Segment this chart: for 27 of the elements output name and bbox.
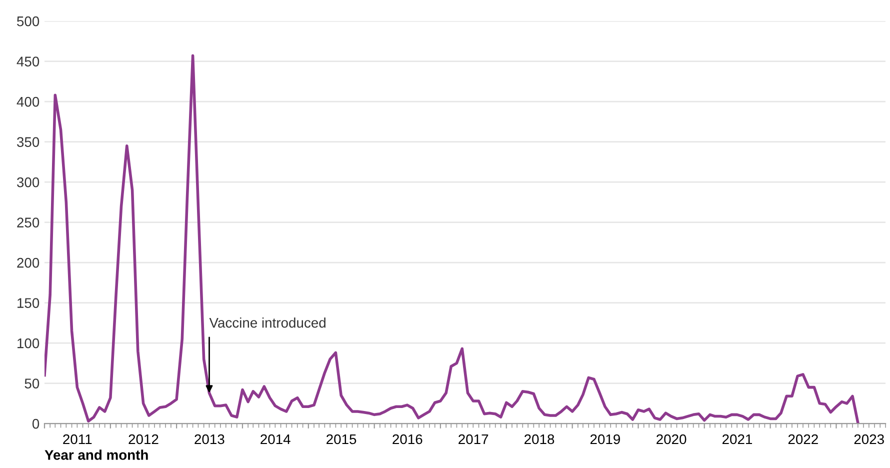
y-tick-label: 500 (17, 16, 40, 26)
y-tick-label: 200 (17, 258, 40, 268)
y-tick-label: 50 (24, 378, 40, 388)
x-tick-label: 2014 (260, 434, 290, 444)
x-tick-label: 2018 (524, 434, 554, 444)
line-series (44, 54, 860, 424)
y-tick-label: 250 (17, 218, 40, 228)
y-tick-label: 0 (32, 418, 40, 429)
x-tick-label: 2012 (128, 434, 158, 444)
x-tick-label: 2021 (722, 434, 752, 444)
x-tick-label: 2019 (590, 434, 620, 444)
y-tick-label: 450 (16, 56, 40, 66)
x-tick-label: 2015 (326, 434, 356, 444)
annotation: Vaccine introduced (209, 318, 326, 328)
x-tick-label: 2022 (788, 434, 818, 444)
y-tick-label: 150 (18, 298, 40, 308)
y-tick-label: 300 (17, 177, 40, 188)
x-axis-title: Year and month (44, 450, 148, 460)
y-tick-label: 400 (16, 96, 40, 107)
x-tick-label: 2011 (63, 434, 92, 444)
x-tick-label: 2023 (854, 434, 884, 444)
y-tick-label: 350 (17, 137, 40, 147)
x-tick-label: 2013 (194, 434, 224, 444)
x-tick-label: 2017 (458, 434, 488, 444)
y-tick-label: 100 (18, 338, 40, 348)
x-tick-label: 2016 (392, 434, 422, 444)
x-tick-label: 2020 (656, 434, 686, 444)
